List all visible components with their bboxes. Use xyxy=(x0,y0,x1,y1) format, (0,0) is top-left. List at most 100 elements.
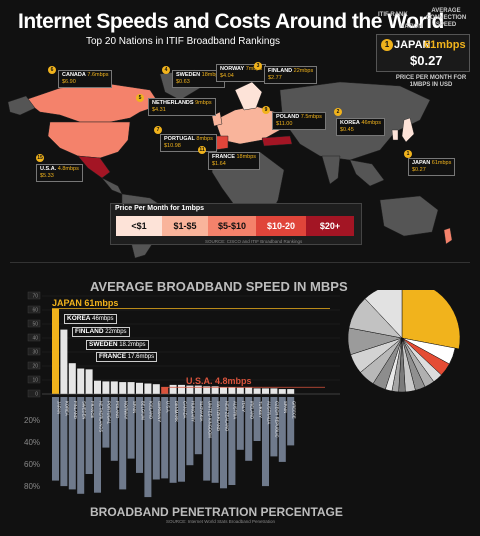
map-label-speed: 9mbps xyxy=(195,100,212,106)
map-rank-finland: 3 xyxy=(254,62,262,70)
speed-ytick-label: 60 xyxy=(32,308,38,314)
callout-country: SWEDEN xyxy=(89,341,118,348)
pie-slice xyxy=(364,290,403,339)
penetration-source: SOURCE: Internet World Stats Broadband P… xyxy=(166,519,275,524)
map-label-speed: 46mbps xyxy=(361,120,381,126)
callout-value: 17.6mbps xyxy=(127,354,155,360)
map-label-korea: KOREA 46mbps $0.45 xyxy=(336,118,385,136)
map-label-country: JAPAN xyxy=(412,160,431,166)
map-label-country: FINLAND xyxy=(268,68,293,74)
speed-bar xyxy=(94,380,101,394)
speed-ytick-label: 0 xyxy=(35,392,38,398)
callout-value: 18.2mbps xyxy=(119,342,146,348)
callout-country: KOREA xyxy=(67,315,91,322)
penetration-category-label: IRELAND xyxy=(250,401,255,419)
map-label-speed: 22mbps xyxy=(293,68,314,74)
callout-usa-value: 4.8mbps xyxy=(215,376,252,386)
speed-ytick-box xyxy=(27,347,41,356)
speed-bar xyxy=(245,387,253,394)
legend-cell-1-5: $1-$5 xyxy=(162,216,208,236)
penetration-bar xyxy=(262,397,269,487)
map-label-speed: 4.8mbps xyxy=(57,166,79,172)
penetration-bar xyxy=(85,397,93,474)
penetration-category-label: TURKEY xyxy=(258,401,263,418)
penetration-bar xyxy=(152,397,160,480)
callout-country: FINLAND xyxy=(75,328,104,335)
penetration-bar xyxy=(77,397,85,494)
map-rank-canada: 6 xyxy=(48,66,56,74)
key-nation-label: NATION xyxy=(400,24,423,30)
map-scandinavia xyxy=(234,81,263,111)
penetration-category-label: SWEDEN xyxy=(82,401,87,419)
map-label-price: $6.90 xyxy=(62,79,76,85)
map-label-price: $2.77 xyxy=(268,75,282,81)
penetration-category-label: POLAND xyxy=(115,401,120,418)
speed-ytick-label: 50 xyxy=(32,322,38,328)
map-korea xyxy=(391,129,399,141)
penetration-tick-60: 60% xyxy=(24,460,41,469)
penetration-category-label: AUSTRALIA xyxy=(266,401,271,424)
map-label-price: $0.63 xyxy=(176,79,190,85)
penetration-category-label: FINLAND xyxy=(73,401,78,419)
map-label-japan: JAPAN 61mbps $0.27 xyxy=(408,158,456,176)
callout-finland: FINLAND 22mbps xyxy=(72,327,130,337)
speed-bar xyxy=(236,387,244,394)
speed-ytick-box xyxy=(27,291,41,300)
penetration-chart-title: BROADBAND PENETRATION PERCENTAGE xyxy=(90,505,343,519)
penetration-category-label: U.S.A. xyxy=(166,401,171,413)
map-label-speed: 61mbps xyxy=(431,160,452,166)
speed-chart-title: AVERAGE BROADBAND SPEED IN MBPS xyxy=(90,279,348,294)
penetration-bar xyxy=(52,397,59,481)
penetration-bar xyxy=(161,397,169,479)
speed-bar xyxy=(262,388,269,394)
map-label-canada: CANADA 7.6mbps $6.90 xyxy=(58,70,113,88)
penetration-category-label: GERMANY xyxy=(157,401,162,422)
penetration-bar xyxy=(169,397,177,483)
map-label-sweden: SWEDEN 18mbps $0.63 xyxy=(172,70,226,88)
map-australia xyxy=(379,195,439,237)
map-rank-france: 11 xyxy=(198,146,206,154)
map-label-speed: 7mbps xyxy=(245,66,263,72)
map-alaska xyxy=(7,95,36,116)
penetration-category-label: ICELAND xyxy=(149,401,154,419)
map-legend-title: Price Per Month for 1mbps xyxy=(115,205,205,212)
map-mexico xyxy=(77,155,111,179)
penetration-category-label: PORTUGAL xyxy=(107,401,112,425)
speed-bar xyxy=(253,388,261,394)
speed-ytick-box xyxy=(27,375,41,384)
speed-bar xyxy=(60,329,68,394)
speed-ytick-box xyxy=(27,389,41,398)
legend-cell-10-20: $10-20 xyxy=(256,216,306,236)
speed-bar xyxy=(278,389,286,394)
speed-bar xyxy=(119,382,127,394)
speed-bar xyxy=(77,368,85,394)
speed-bar xyxy=(211,386,219,394)
penetration-category-label: CANADA xyxy=(182,401,187,419)
speed-ytick-label: 10 xyxy=(32,378,38,384)
key-itif-rank-label: ITIF RANK xyxy=(378,12,408,18)
speed-bar xyxy=(186,385,194,394)
callout-japan-country: JAPAN xyxy=(52,298,82,308)
speed-bar xyxy=(194,385,202,394)
map-label-usa: U.S.A. 4.8mbps $5.33 xyxy=(36,164,83,182)
penetration-category-label: HUNGARY xyxy=(191,401,196,422)
speed-bar xyxy=(85,369,93,394)
penetration-bar xyxy=(194,397,202,455)
map-source: SOURCE: CISCO and ITIF Broadband Ranking… xyxy=(205,239,303,244)
map-label-price: $0.45 xyxy=(340,127,354,133)
map-label-norway: NORWAY 7mbps $4.04 xyxy=(216,64,267,82)
map-new-zealand xyxy=(443,227,453,245)
map-label-country: U.S.A. xyxy=(40,166,57,172)
callout-japan: JAPAN 61mbps xyxy=(52,298,118,308)
penetration-bar xyxy=(127,397,135,459)
penetration-category-label: NORWAY xyxy=(124,401,129,420)
penetration-bar xyxy=(119,397,127,490)
speed-ytick-box xyxy=(27,361,41,370)
penetration-tick-80: 80% xyxy=(24,482,41,491)
map-label-country: SWEDEN xyxy=(176,72,201,78)
main-title: Internet Speeds and Costs Around the Wor… xyxy=(18,10,444,33)
speed-bar xyxy=(228,387,236,394)
speed-bar xyxy=(270,388,278,394)
speed-bar xyxy=(127,382,135,394)
